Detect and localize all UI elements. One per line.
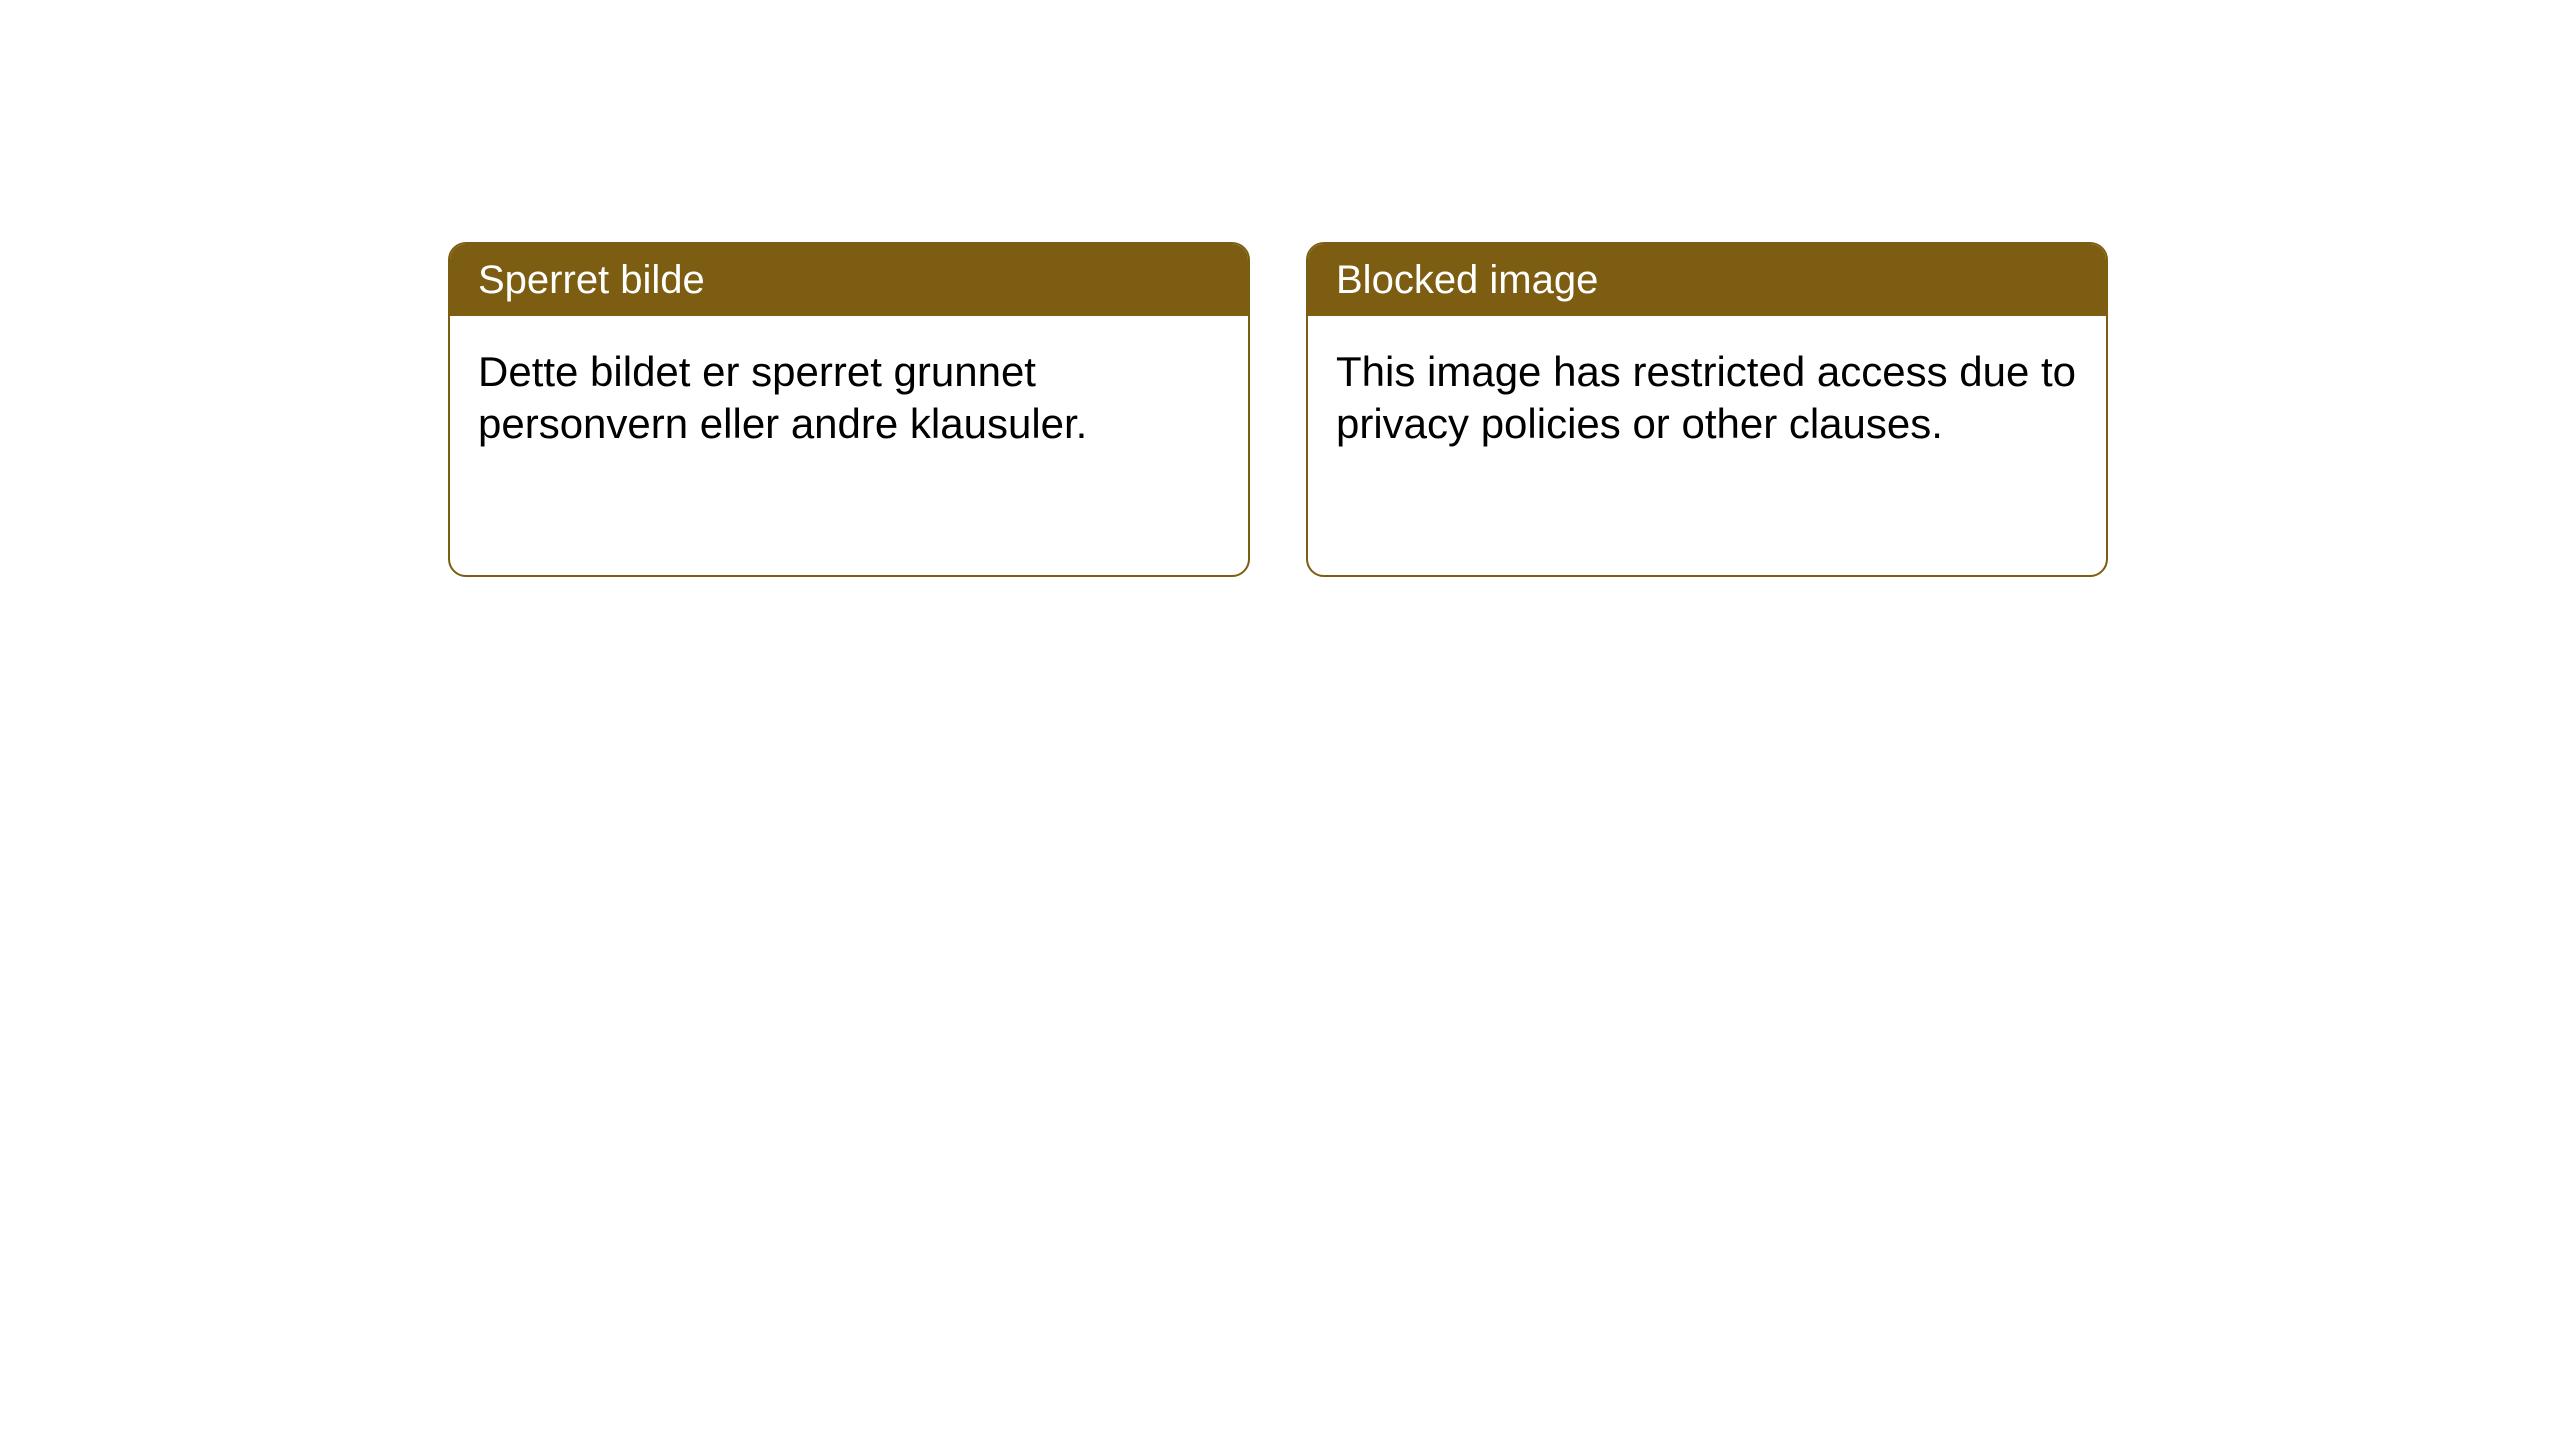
notice-header: Blocked image [1308,244,2106,316]
notice-body: Dette bildet er sperret grunnet personve… [450,316,1248,480]
notice-body: This image has restricted access due to … [1308,316,2106,480]
notice-box-english: Blocked image This image has restricted … [1306,242,2108,577]
notice-container: Sperret bilde Dette bildet er sperret gr… [448,242,2108,577]
notice-header: Sperret bilde [450,244,1248,316]
notice-box-norwegian: Sperret bilde Dette bildet er sperret gr… [448,242,1250,577]
